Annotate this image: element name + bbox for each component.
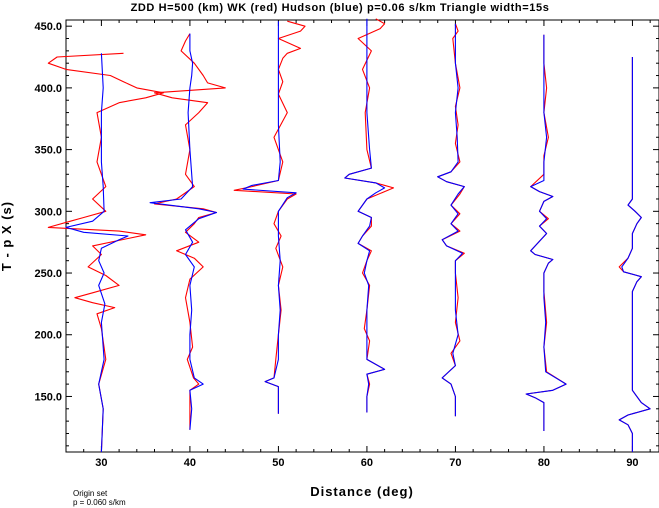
y-tick-label: 400.0 [34,83,62,95]
x-tick-label: 80 [538,457,550,469]
x-tick-label: 40 [184,457,196,469]
footer-slowness: p = 0.060 s/km [73,498,126,507]
trace-wk-60 [344,18,395,413]
x-axis: 30 40 50 60 70 80 90 [83,20,651,469]
trace-wk-70 [437,23,465,417]
y-tick-label: 350.0 [34,145,62,157]
trace-hudson-70 [437,23,465,417]
trace-hudson-60 [344,18,386,413]
chart-title: ZDD H=500 (km) WK (red) Hudson (blue) p=… [131,2,550,14]
trace-wk-50 [233,20,306,414]
x-tick-label: 60 [361,457,373,469]
y-axis-label: T - p X (s) [0,201,14,271]
trace-hudson-30 [65,53,129,453]
trace-hudson-90 [618,57,651,452]
trace-wk-30 [47,52,164,453]
x-tick-label: 50 [272,457,284,469]
x-axis-label: Distance (deg) [310,484,414,499]
footer-origin: Origin set [73,489,108,498]
x-tick-label: 30 [95,457,107,469]
y-tick-label: 450.0 [34,21,62,33]
trace-hudson-80 [525,34,567,431]
y-tick-label: 150.0 [34,391,62,403]
y-tick-label: 250.0 [34,268,62,280]
y-tick-label: 200.0 [34,330,62,342]
traces [47,18,651,453]
y-tick-label: 300.0 [34,206,62,218]
x-tick-label: 70 [449,457,461,469]
x-tick-label: 90 [626,457,638,469]
y-axis: 150.0 200.0 250.0 300.0 350.0 400.0 450.0 [34,21,659,447]
trace-hudson-50 [242,21,297,414]
trace-hudson-40 [149,33,218,430]
